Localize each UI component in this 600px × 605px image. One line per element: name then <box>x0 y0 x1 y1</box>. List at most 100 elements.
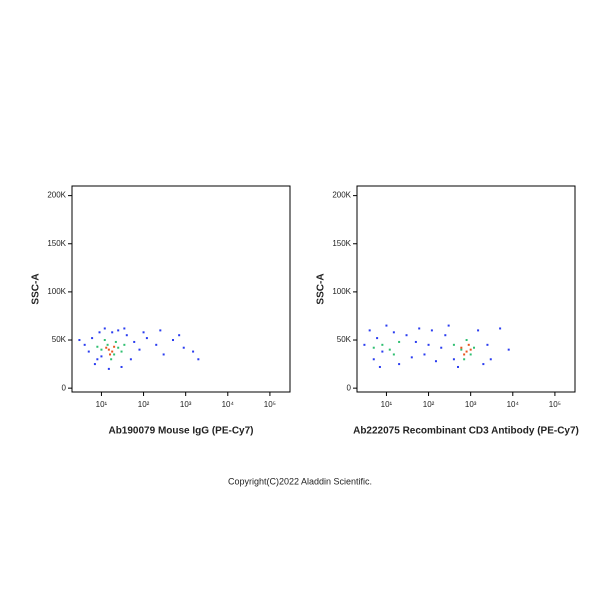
x-tick-label: 10⁵ <box>264 400 276 409</box>
plot-frame <box>71 185 291 393</box>
event-dot <box>378 365 381 368</box>
event-dot <box>171 339 174 342</box>
y-tick-label: 50K <box>337 335 352 344</box>
y-tick-label: 150K <box>332 239 351 248</box>
event-dot <box>178 334 181 337</box>
event-dot <box>100 355 103 358</box>
event-dot <box>460 346 463 349</box>
event-dot <box>113 353 116 356</box>
event-dot <box>106 343 109 346</box>
event-dot <box>372 358 375 361</box>
event-dot <box>197 358 200 361</box>
event-dot <box>107 367 110 370</box>
x-tick-label: 10² <box>423 400 435 409</box>
event-dot <box>111 350 114 353</box>
event-dot <box>486 343 489 346</box>
event-dot <box>91 337 94 340</box>
y-tick-label: 150K <box>47 239 66 248</box>
x-tick-label: 10³ <box>180 400 192 409</box>
event-dot <box>465 350 468 353</box>
event-dot <box>117 329 120 332</box>
event-dot <box>107 348 110 351</box>
event-dot <box>381 343 384 346</box>
event-dot <box>368 329 371 332</box>
event-dot <box>463 353 466 356</box>
event-dot <box>111 331 114 334</box>
event-dot <box>423 353 426 356</box>
event-dot <box>155 343 158 346</box>
event-dot <box>182 346 185 349</box>
x-tick-label: 10¹ <box>96 400 108 409</box>
event-dot <box>381 350 384 353</box>
event-dot <box>87 350 90 353</box>
event-dot <box>138 348 141 351</box>
event-dot <box>489 358 492 361</box>
event-dot <box>392 353 395 356</box>
event-dot <box>434 360 437 363</box>
x-axis-label: Ab190079 Mouse IgG (PE-Cy7) <box>108 426 253 437</box>
event-dot <box>109 353 112 356</box>
event-dot <box>123 343 126 346</box>
event-dot <box>114 340 117 343</box>
x-axis-label: Ab222075 Recombinant CD3 Antibody (PE-Cy… <box>353 426 579 437</box>
event-dot <box>452 358 455 361</box>
x-tick-label: 10³ <box>465 400 477 409</box>
x-tick-label: 10⁵ <box>549 400 561 409</box>
event-dot <box>467 343 470 346</box>
plot-frame <box>356 185 576 393</box>
event-dot <box>103 327 106 330</box>
event-dot <box>98 331 101 334</box>
y-axis-label: SSC-A <box>316 273 327 304</box>
event-dot <box>142 331 145 334</box>
event-dot <box>414 340 417 343</box>
event-dot <box>113 345 116 348</box>
event-dot <box>145 337 148 340</box>
event-dot <box>385 324 388 327</box>
event-dot <box>418 327 421 330</box>
copyright: Copyright(C)2022 Aladdin Scientific. <box>228 476 372 486</box>
y-tick-label: 0 <box>62 383 67 392</box>
event-dot <box>120 365 123 368</box>
event-dot <box>460 348 463 351</box>
event-dot <box>452 343 455 346</box>
event-dot <box>499 327 502 330</box>
event-dot <box>469 353 472 356</box>
event-dot <box>129 358 132 361</box>
event-dot <box>477 329 480 332</box>
event-dot <box>372 346 375 349</box>
event-dot <box>456 365 459 368</box>
event-dot <box>398 340 401 343</box>
y-tick-label: 200K <box>332 191 351 200</box>
event-dot <box>100 348 103 351</box>
y-axis-label: SSC-A <box>31 273 42 304</box>
event-dot <box>120 350 123 353</box>
event-dot <box>482 363 485 366</box>
event-dot <box>162 353 165 356</box>
event-dot <box>427 343 430 346</box>
y-tick-label: 100K <box>47 287 66 296</box>
event-dot <box>376 337 379 340</box>
event-dot <box>440 346 443 349</box>
event-dot <box>363 343 366 346</box>
y-tick-label: 50K <box>52 335 67 344</box>
x-tick-label: 10⁴ <box>222 400 235 409</box>
event-dot <box>405 334 408 337</box>
event-dot <box>463 358 466 361</box>
event-dot <box>473 346 476 349</box>
event-dot <box>133 340 136 343</box>
event-dot <box>125 334 128 337</box>
event-dot <box>444 334 447 337</box>
event-dot <box>110 358 113 361</box>
y-tick-label: 200K <box>47 191 66 200</box>
y-tick-label: 0 <box>347 383 352 392</box>
event-dot <box>105 346 108 349</box>
y-tick-label: 100K <box>332 287 351 296</box>
event-dot <box>388 348 391 351</box>
event-dot <box>430 329 433 332</box>
event-dot <box>465 339 468 342</box>
event-dot <box>410 356 413 359</box>
event-dot <box>392 331 395 334</box>
event-dot <box>83 343 86 346</box>
event-dot <box>507 348 510 351</box>
